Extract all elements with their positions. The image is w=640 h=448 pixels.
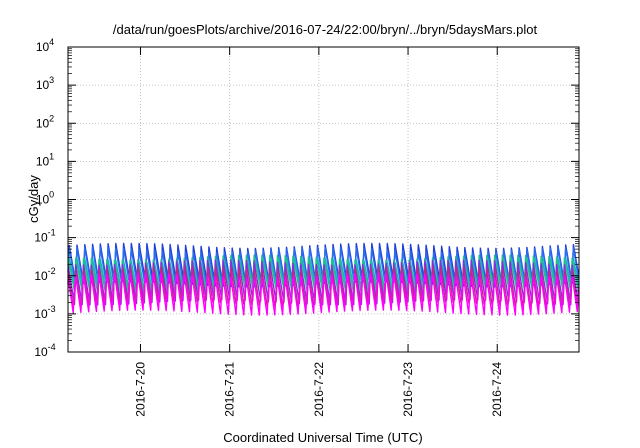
y-tick-label: 102 bbox=[36, 113, 54, 130]
y-tick-label: 101 bbox=[36, 151, 54, 168]
y-tick-label: 100 bbox=[36, 190, 54, 207]
x-tick-label: 2016-7-23 bbox=[401, 362, 415, 417]
y-axis-title: cGy/day bbox=[26, 175, 41, 223]
y-tick-label: 10-3 bbox=[34, 304, 55, 321]
y-tick-label: 104 bbox=[36, 37, 54, 54]
x-tick-label: 2016-7-21 bbox=[223, 362, 237, 417]
grid bbox=[68, 47, 579, 352]
y-tick-label: 103 bbox=[36, 75, 54, 92]
y-axis: 10-4 10-3 10-2 10-1 100 101 102 103 104 bbox=[34, 37, 579, 359]
series-group bbox=[67, 242, 580, 316]
y-tick-label: 10-2 bbox=[34, 266, 55, 283]
y-tick-label: 10-1 bbox=[34, 228, 55, 245]
x-axis: 2016-7-20 2016-7-21 2016-7-22 2016-7-23 2016… bbox=[133, 47, 504, 417]
y-tick-label: 10-4 bbox=[34, 342, 55, 359]
x-tick-label: 2016-7-20 bbox=[133, 362, 147, 417]
x-tick-label: 2016-7-22 bbox=[312, 362, 326, 417]
x-axis-title: Coordinated Universal Time (UTC) bbox=[223, 430, 422, 445]
chart-title: /data/run/goesPlots/archive/2016-07-24/2… bbox=[113, 22, 538, 37]
series-line bbox=[67, 272, 580, 316]
x-tick-label: 2016-7-24 bbox=[490, 362, 504, 417]
